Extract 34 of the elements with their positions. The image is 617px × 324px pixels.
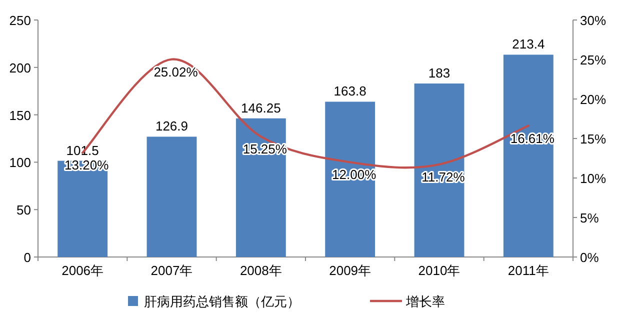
y2-tick-label: 10% (580, 171, 606, 186)
y-tick-label: 50 (16, 202, 31, 218)
y2-tick-label: 0% (580, 250, 600, 265)
x-tick-label: 2007年 (150, 263, 193, 278)
x-tick-label: 2010年 (418, 263, 460, 278)
y2-tick-label: 15% (580, 132, 606, 146)
x-tick-label: 2006年 (62, 263, 104, 278)
bar (503, 54, 554, 257)
y2-tick-label: 5% (580, 210, 600, 226)
x-tick-label: 2009年 (329, 263, 372, 278)
y-tick-label: 100 (9, 155, 31, 170)
y-tick-label: 0 (24, 250, 31, 265)
y-tick-label: 150 (9, 108, 31, 123)
y-tick-label: 200 (9, 60, 31, 76)
bar (236, 118, 286, 257)
data-label: 126.9 (155, 118, 188, 134)
data-label: 183 (428, 66, 450, 81)
y2-tick-label: 20% (580, 92, 606, 107)
data-label: 25.02% (154, 64, 198, 80)
data-label: 163.8 (334, 84, 366, 99)
bar (58, 160, 108, 257)
data-label: 213.4 (512, 36, 545, 52)
y-tick-label: 250 (9, 13, 31, 28)
x-tick-label: 2011年 (508, 263, 549, 278)
data-label: 11.72% (422, 169, 466, 184)
y2-tick-label: 25% (580, 52, 606, 68)
data-label: 146.25 (241, 100, 281, 116)
legend-label: 增长率 (405, 294, 445, 309)
legend-label: 肝病用药总销售额（亿元） (144, 294, 300, 309)
bar (146, 136, 197, 257)
bar (325, 102, 376, 257)
x-tick-label: 2008年 (240, 263, 282, 278)
y2-tick-label: 30% (580, 13, 606, 28)
bar (414, 84, 464, 257)
